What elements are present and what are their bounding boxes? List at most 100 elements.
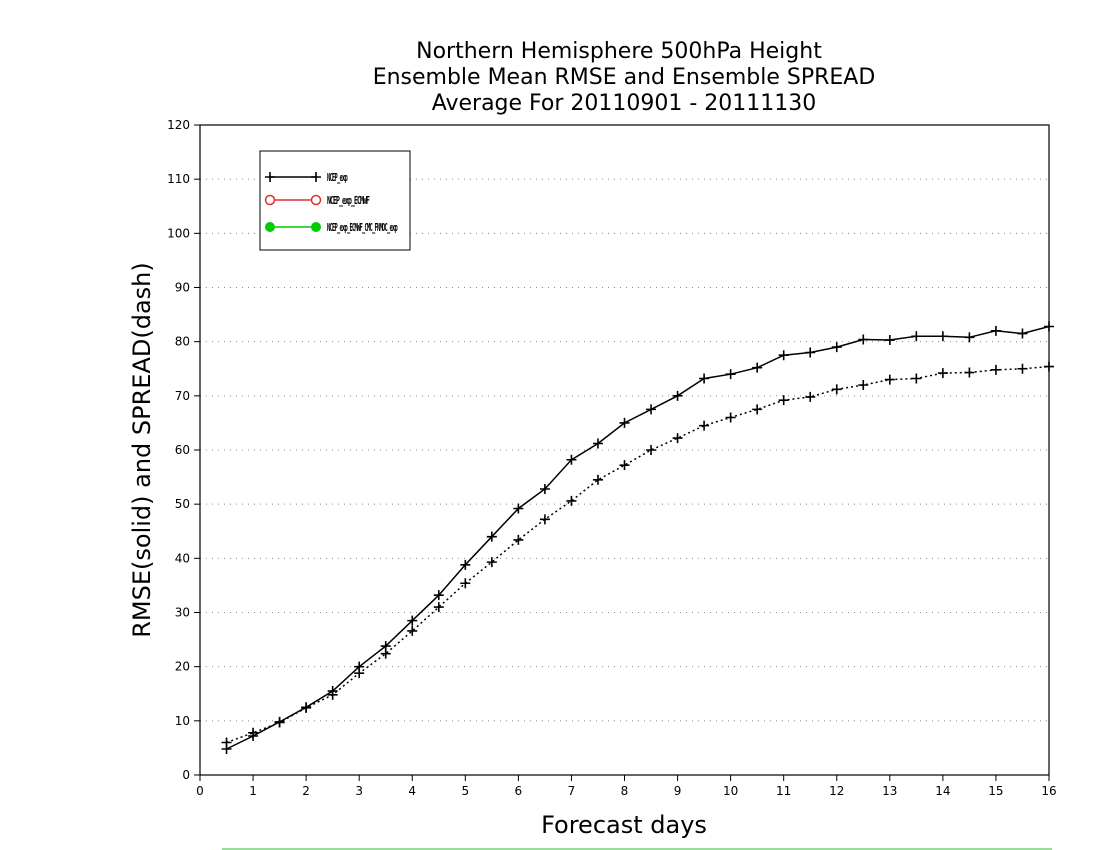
x-tick-label: 6: [515, 784, 523, 798]
x-tick-label: 0: [196, 784, 204, 798]
legend-label: NCEP_exp: [327, 171, 348, 184]
rmse-point: [539, 484, 550, 494]
y-tick-label: 110: [167, 172, 190, 186]
legend-marker: [264, 194, 276, 206]
spread-point: [858, 380, 869, 390]
y-tick-label: 80: [175, 335, 190, 349]
spread-point: [911, 373, 922, 384]
rmse-point: [831, 342, 842, 353]
y-tick-label: 70: [175, 389, 190, 403]
x-tick-label: 11: [776, 784, 791, 798]
legend-label: NCEP_exp_ECMWF: [327, 194, 370, 207]
y-tick-label: 100: [167, 226, 190, 240]
spread-point: [990, 364, 1001, 375]
spread-point: [248, 727, 259, 738]
y-tick-label: 120: [167, 118, 190, 132]
spread-point: [884, 374, 895, 385]
rmse-point: [937, 331, 948, 342]
spread-point: [380, 648, 391, 659]
chart-title: Northern Hemisphere 500hPa Height Ensemb…: [373, 39, 876, 116]
rmse-point: [858, 334, 869, 345]
legend-entries: NCEP_exp NCEP_exp_ECMWF NCEP_exp_ECMWF_CMC…: [264, 171, 399, 234]
rmse-point: [646, 404, 657, 415]
rmse-point: [805, 347, 816, 358]
spread-point: [460, 578, 471, 589]
title-line-2: Ensemble Mean RMSE and Ensemble SPREAD: [373, 65, 876, 90]
spread-point: [1017, 363, 1028, 374]
legend-marker: [265, 222, 275, 232]
y-tick-label: 50: [175, 497, 190, 511]
spread-point: [566, 495, 577, 506]
rmse-point: [725, 369, 736, 380]
legend-entry: NCEP_exp_ECMWF_CMC_FNMOC_exp: [265, 221, 399, 234]
legend-marker: [310, 194, 322, 206]
rmse-point: [1044, 321, 1054, 332]
rmse-point: [752, 362, 763, 373]
spread-point: [354, 668, 365, 679]
legend-marker: [311, 222, 321, 232]
y-tick-label: 60: [175, 443, 190, 457]
x-tick-label: 5: [461, 784, 469, 798]
y-tick-label: 0: [182, 768, 190, 782]
rmse-point: [433, 590, 444, 601]
rmse-point: [619, 417, 630, 428]
spread-point: [433, 602, 444, 613]
legend-label: NCEP_exp_ECMWF_CMC_FNMOC_exp: [327, 221, 398, 234]
spread-point: [778, 395, 789, 406]
series-rmse: [221, 321, 1054, 754]
legend-marker: [265, 172, 275, 182]
rmse-point: [566, 454, 577, 465]
x-tick-label: 4: [408, 784, 416, 798]
rmse-point: [778, 350, 789, 361]
spread-point: [672, 433, 683, 444]
y-tick-label: 40: [175, 551, 190, 565]
rmse-point: [1017, 328, 1028, 339]
y-axis-label: RMSE(solid) and SPREAD(dash): [128, 262, 156, 638]
x-axis-ticks: 0 1 2 3 4 5 6 7 8 9 10 11 12 13 14 15 16: [196, 775, 1057, 798]
spread-point: [831, 384, 842, 395]
x-tick-label: 12: [829, 784, 844, 798]
y-tick-label: 20: [175, 660, 190, 674]
spread-point: [327, 689, 338, 700]
rmse-point: [699, 373, 710, 384]
spread-point: [513, 534, 524, 545]
rmse-point: [884, 335, 895, 346]
x-axis-label: Forecast days: [541, 811, 707, 839]
x-tick-label: 13: [882, 784, 897, 798]
rmse-point: [407, 615, 418, 626]
spread-point: [274, 717, 285, 728]
title-line-1: Northern Hemisphere 500hPa Height: [416, 39, 822, 64]
x-tick-label: 16: [1041, 784, 1056, 798]
rmse-point: [592, 438, 603, 449]
y-tick-label: 90: [175, 281, 190, 295]
spread-point: [486, 557, 497, 568]
title-line-3: Average For 20110901 - 20111130: [432, 91, 817, 116]
legend: NCEP_exp NCEP_exp_ECMWF NCEP_exp_ECMWF_CMC…: [259, 150, 411, 251]
spread-point: [725, 412, 736, 423]
spread-point: [752, 404, 763, 415]
y-tick-label: 30: [175, 606, 190, 620]
series: [221, 321, 1054, 754]
spread-point: [221, 737, 232, 748]
legend-entry: NCEP_exp_ECMWF: [264, 194, 371, 207]
rmse-point: [990, 325, 1001, 336]
y-tick-label: 10: [175, 714, 190, 728]
legend-entry: NCEP_exp: [265, 171, 349, 184]
x-tick-label: 2: [302, 784, 310, 798]
rmse-point: [460, 559, 471, 570]
spread-point: [646, 445, 657, 455]
grid: [200, 178, 1049, 722]
x-tick-label: 3: [355, 784, 363, 798]
rmse-point: [911, 331, 922, 342]
spread-point: [937, 368, 948, 379]
spread-point: [964, 367, 975, 378]
x-tick-label: 10: [723, 784, 738, 798]
spread-point: [1044, 361, 1054, 372]
spread-point: [539, 514, 550, 525]
rmse-point: [672, 390, 683, 401]
spread-point: [301, 702, 312, 713]
spread-point: [699, 420, 710, 431]
rmse-point: [486, 531, 497, 542]
spread-point: [407, 625, 418, 636]
